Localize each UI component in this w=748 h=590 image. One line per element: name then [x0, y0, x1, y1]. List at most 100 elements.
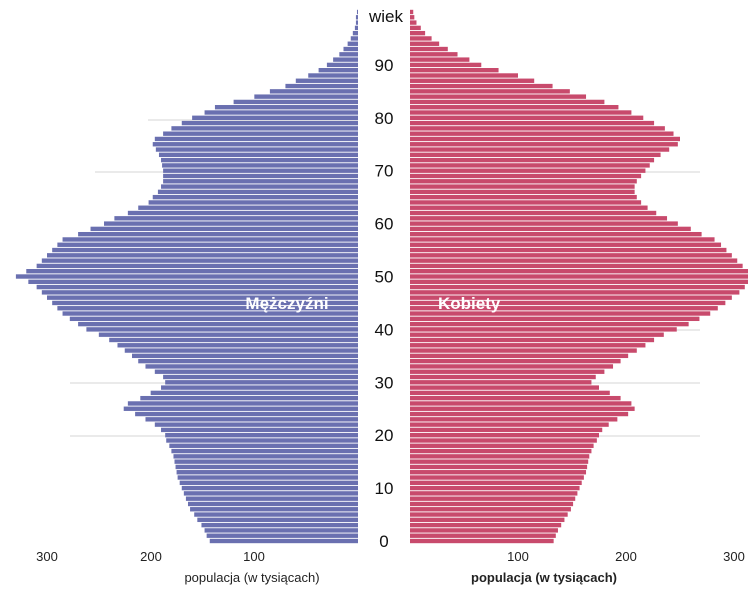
female-bar-age-97	[410, 25, 421, 31]
female-bar-age-0	[410, 538, 554, 544]
female-bar-age-21	[410, 427, 603, 433]
male-bar-age-92	[339, 52, 358, 57]
male-bar-age-60	[104, 221, 359, 226]
female-bar-age-89	[410, 68, 499, 73]
female-bar-age-1	[410, 533, 556, 538]
female-bar-age-28	[410, 390, 610, 396]
female-bar-age-46	[410, 295, 732, 300]
female-bar-age-99	[410, 15, 415, 20]
age-tick-70: 70	[375, 162, 394, 181]
male-bar-age-9	[183, 491, 358, 496]
female-bar-age-33	[410, 364, 614, 369]
female-bar-age-63	[410, 205, 648, 210]
female-bar-age-84	[410, 94, 587, 99]
male-bar-age-15	[174, 459, 358, 464]
male-bar-age-61	[114, 216, 358, 221]
male-bar-age-47	[41, 290, 358, 295]
female-bar-age-69	[410, 173, 642, 179]
male-bar-age-45	[52, 300, 359, 306]
male-bar-age-39	[98, 332, 358, 337]
female-bar-age-61	[410, 216, 668, 221]
female-bar-age-20	[410, 433, 599, 438]
male-bar-age-80	[192, 115, 358, 120]
female-bar-age-88	[410, 73, 518, 78]
female-bar-age-66	[410, 189, 635, 195]
female-bar-age-30	[410, 380, 592, 385]
male-bar-age-14	[175, 464, 358, 470]
male-bar-age-95	[350, 36, 358, 41]
male-bar-age-71	[162, 163, 358, 168]
male-bar-age-53	[41, 258, 358, 263]
female-bar-age-6	[410, 507, 571, 512]
x-tick-right-100: 100	[507, 549, 529, 564]
female-bar-age-60	[410, 221, 678, 226]
x-axis-right: 100 200 300 populacja (w tysiącach)	[471, 549, 745, 585]
female-bar-age-62	[410, 210, 657, 216]
female-bar-age-39	[410, 332, 664, 337]
female-bar-age-83	[410, 99, 605, 105]
female-bar-age-19	[410, 438, 597, 443]
female-bar-age-17	[410, 448, 592, 454]
x-tick-left-300: 300	[36, 549, 58, 564]
male-bar-age-90	[326, 62, 358, 68]
x-axis-label-right: populacja (w tysiącach)	[471, 570, 617, 585]
x-tick-right-300: 300	[723, 549, 745, 564]
female-bar-age-72	[410, 157, 655, 163]
female-bar-age-79	[410, 120, 655, 126]
male-bar-age-62	[127, 210, 358, 216]
male-bar-age-48	[36, 284, 358, 290]
female-bar-age-65	[410, 194, 637, 200]
male-bar-age-51	[26, 269, 359, 274]
male-bar-age-67	[161, 184, 358, 189]
female-bar-age-70	[410, 168, 646, 173]
female-bar-age-43	[410, 311, 711, 316]
male-bar-age-6	[190, 507, 358, 512]
male-bar-age-18	[169, 443, 358, 448]
female-bar-age-13	[410, 470, 587, 475]
male-bar-age-54	[47, 253, 358, 258]
male-bar-age-42	[69, 316, 358, 322]
male-bar-age-31	[163, 374, 358, 380]
female-bar-age-27	[410, 395, 621, 401]
x-tick-right-200: 200	[615, 549, 637, 564]
age-tick-60: 60	[375, 215, 394, 234]
male-bar-age-34	[138, 358, 358, 364]
male-bar-age-11	[179, 480, 358, 486]
female-bar-age-71	[410, 163, 650, 168]
male-bar-age-99	[355, 15, 358, 20]
female-bar-age-24	[410, 411, 629, 417]
female-bar-age-68	[410, 179, 637, 184]
male-bar-age-41	[78, 321, 358, 327]
female-bar-age-77	[410, 131, 674, 136]
male-bar-age-33	[145, 364, 358, 369]
female-bar-age-76	[410, 136, 680, 142]
male-bar-age-100	[356, 9, 358, 15]
female-bar-age-75	[410, 142, 678, 147]
male-bar-age-97	[354, 25, 358, 31]
male-bar-age-56	[57, 242, 359, 247]
female-bar-age-95	[410, 36, 432, 41]
age-tick-40: 40	[375, 320, 394, 339]
female-bar-age-49	[410, 279, 748, 284]
female-bar-age-80	[410, 115, 644, 120]
female-bar-age-10	[410, 485, 580, 491]
male-bar-age-8	[185, 496, 358, 501]
male-bar-age-17	[171, 448, 358, 454]
male-bar-age-70	[163, 168, 358, 173]
female-bar-age-64	[410, 200, 642, 205]
male-bar-age-12	[177, 475, 358, 480]
male-bar-age-88	[308, 73, 358, 78]
female-bar-age-4	[410, 517, 565, 523]
female-bar-age-81	[410, 110, 632, 115]
male-bar-age-1	[206, 533, 358, 538]
female-bar-age-2	[410, 528, 558, 533]
male-bar-age-49	[28, 279, 359, 284]
male-bar-age-64	[148, 200, 358, 205]
male-bar-age-7	[187, 501, 358, 507]
female-bar-age-85	[410, 89, 570, 94]
female-bar-age-42	[410, 316, 700, 322]
female-bar-age-93	[410, 46, 448, 52]
male-bar-age-89	[318, 68, 358, 73]
male-bar-age-4	[197, 517, 358, 523]
male-bar-age-35	[132, 353, 358, 359]
